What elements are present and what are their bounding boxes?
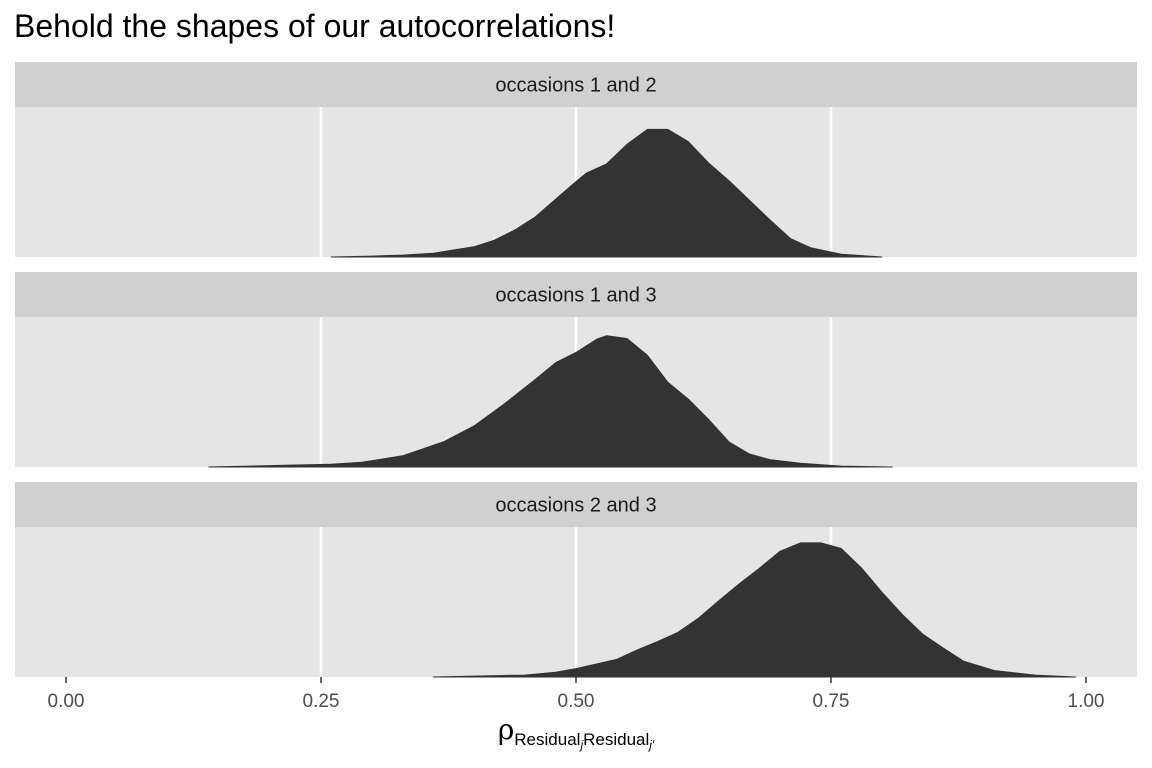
facet-strip <box>15 272 1137 317</box>
x-axis-label-sub2: Residual <box>583 730 649 749</box>
facet-strip <box>15 482 1137 527</box>
x-tick-label: 0.00 <box>48 691 85 712</box>
x-tick-label: 0.25 <box>303 691 340 712</box>
facet-strip <box>15 62 1137 107</box>
x-axis-label-symbol: ρ <box>498 713 514 746</box>
facet-label: occasions 1 and 2 <box>495 75 656 97</box>
x-axis-label-sub1-index: j <box>578 738 583 752</box>
x-tick-label: 0.75 <box>813 691 850 712</box>
x-tick-label: 0.50 <box>558 691 595 712</box>
x-axis-label: ρResidualjResidualj′ <box>498 713 655 752</box>
facet-label: occasions 1 and 3 <box>495 285 656 307</box>
x-axis-label-sub1: Residual <box>514 730 580 749</box>
density-area <box>330 128 883 258</box>
density-area <box>208 335 893 468</box>
density-area <box>432 542 1077 678</box>
x-tick-label: 1.00 <box>1068 691 1105 712</box>
facet-label: occasions 2 and 3 <box>495 495 656 517</box>
chart-title: Behold the shapes of our autocorrelation… <box>14 8 616 44</box>
x-axis-label-sub2-index: j′ <box>647 738 655 752</box>
